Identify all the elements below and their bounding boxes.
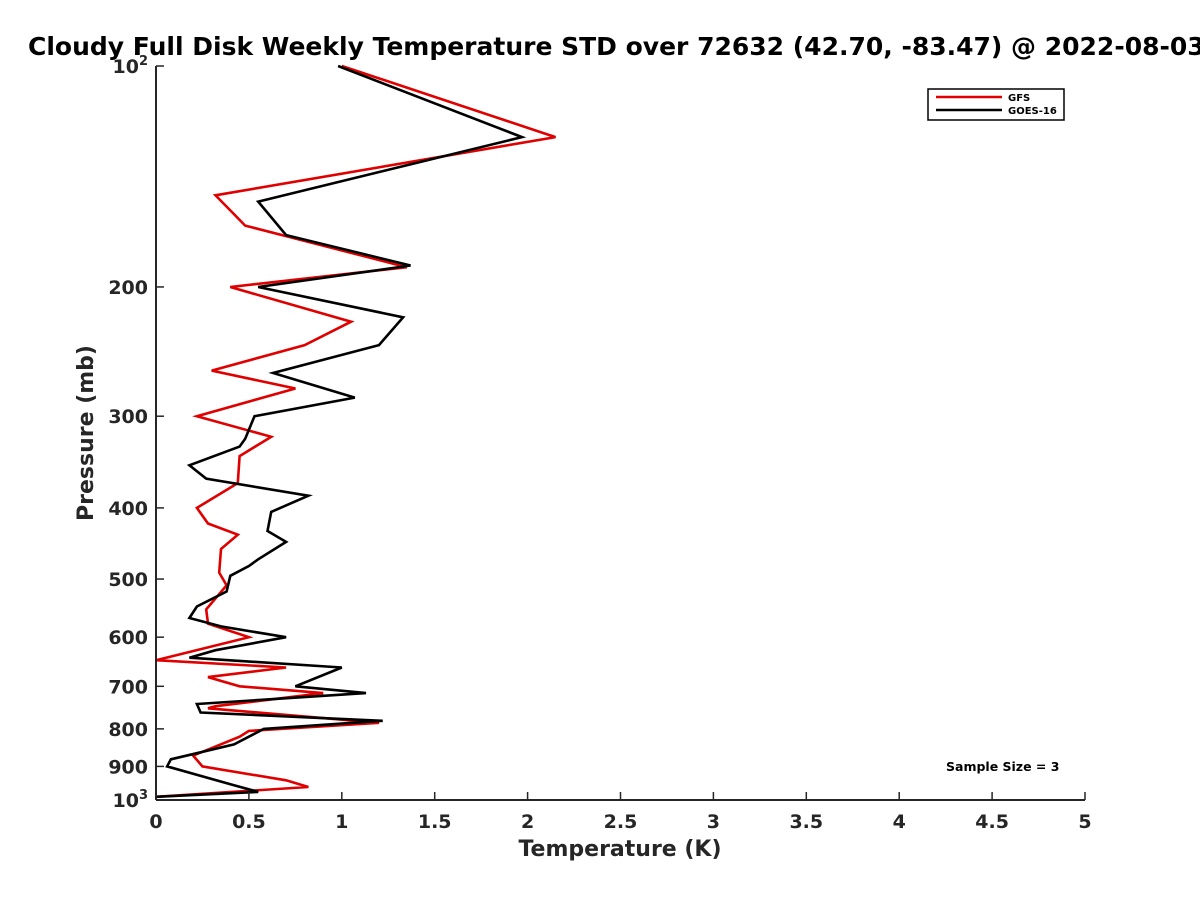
x-tick-label: 3 (707, 811, 720, 833)
y-tick-label: 700 (108, 676, 148, 698)
y-tick-label: 500 (108, 569, 148, 591)
y-tick-label: 103 (113, 788, 149, 812)
y-tick-label: 200 (108, 277, 148, 299)
x-tick-label: 5 (1078, 811, 1091, 833)
legend: GFS GOES-16 (927, 88, 1065, 121)
y-tick-label: 600 (108, 627, 148, 649)
x-ticks: 0 0.5 1 1.5 2 2.5 3 3.5 4 4.5 5 (149, 792, 1092, 833)
x-tick-label: 2.5 (604, 811, 638, 833)
x-tick-label: 1 (335, 811, 348, 833)
x-axis-label: Temperature (K) (518, 837, 721, 862)
sample-size-annotation: Sample Size = 3 (946, 759, 1059, 774)
x-tick-label: 1.5 (418, 811, 452, 833)
x-tick-label: 2 (521, 811, 534, 833)
legend-label-gfs: GFS (1008, 93, 1030, 104)
x-tick-label: 3.5 (789, 811, 823, 833)
y-tick-label: 300 (108, 406, 148, 428)
x-tick-label: 0.5 (232, 811, 266, 833)
y-axis-label: Pressure (mb) (74, 345, 99, 521)
y-ticks: 102 200 300 400 500 600 700 800 900 103 (108, 54, 164, 812)
x-tick-label: 4.5 (975, 811, 1009, 833)
series-line-goes16 (155, 64, 527, 799)
x-tick-label: 0 (149, 811, 162, 833)
y-tick-label: 102 (113, 54, 149, 78)
legend-box (927, 88, 1065, 121)
plot-area: 0 0.5 1 1.5 2 2.5 3 3.5 4 4.5 5 102 200 300 400 500 600… (108, 54, 1091, 833)
y-tick-label: 800 (108, 719, 148, 741)
chart-title: Cloudy Full Disk Weekly Temperature STD … (28, 32, 1200, 61)
y-tick-label: 400 (108, 498, 148, 520)
series-layer (155, 64, 556, 799)
x-tick-label: 4 (893, 811, 906, 833)
legend-label-goes16: GOES-16 (1008, 106, 1057, 117)
y-tick-label: 900 (108, 756, 148, 778)
